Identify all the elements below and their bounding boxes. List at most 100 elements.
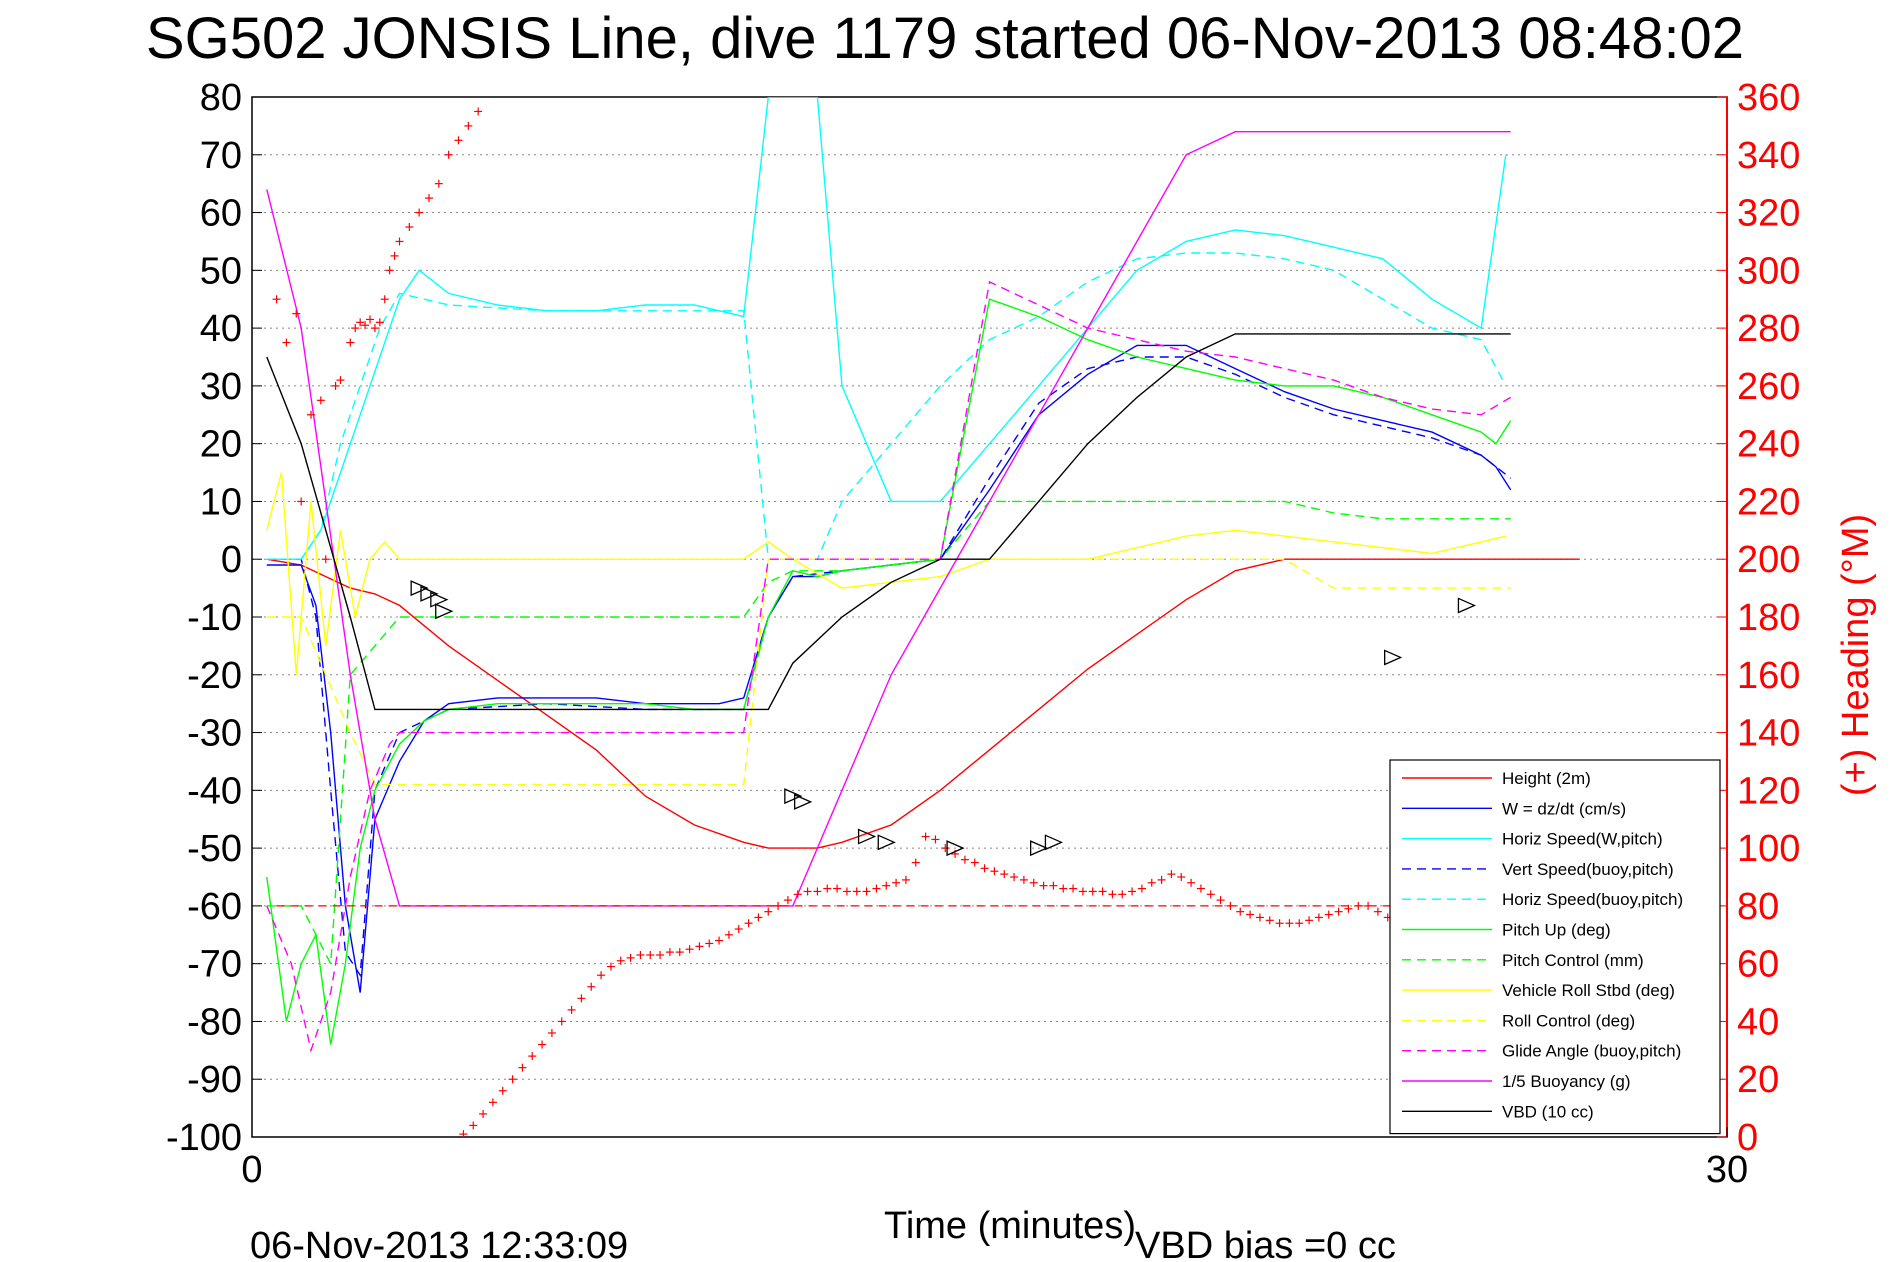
left-tick-label: 50 xyxy=(200,250,242,292)
heading-point xyxy=(646,951,655,959)
heading-point xyxy=(783,896,792,905)
heading-point xyxy=(474,107,483,116)
heading-point xyxy=(1098,887,1107,896)
heading-point xyxy=(1010,873,1019,881)
x-axis-label: Time (minutes) xyxy=(884,1205,1136,1247)
series-line-6 xyxy=(266,500,1511,967)
right-tick-label: 40 xyxy=(1737,1001,1779,1043)
left-tick-label: 60 xyxy=(200,193,242,235)
heading-point xyxy=(1187,878,1196,887)
heading-point xyxy=(395,237,404,246)
series-line-11 xyxy=(266,333,1511,711)
heading-point xyxy=(508,1075,517,1084)
left-tick-label: 40 xyxy=(200,308,242,350)
turn-marker xyxy=(1384,649,1403,666)
x-tick-label: 30 xyxy=(1706,1149,1748,1191)
heading-point xyxy=(297,497,306,506)
turn-marker xyxy=(1044,834,1064,851)
right-tick-label: 220 xyxy=(1737,481,1800,523)
heading-point xyxy=(425,194,433,203)
left-tick-label: -50 xyxy=(187,828,242,870)
left-tick-label: 20 xyxy=(200,424,242,466)
heading-point xyxy=(1137,884,1146,893)
legend-entry: 1/5 Buoyancy (g) xyxy=(1502,1072,1631,1091)
left-tick-label: 30 xyxy=(200,366,242,408)
heading-point xyxy=(479,1109,488,1118)
left-tick-label: -20 xyxy=(187,655,242,697)
heading-point xyxy=(901,875,910,884)
series-layer xyxy=(266,97,1580,1053)
heading-point xyxy=(941,844,950,853)
series-line-4 xyxy=(266,252,1507,560)
left-tick-label: -90 xyxy=(187,1059,242,1101)
heading-point xyxy=(351,324,360,333)
right-tick-label: 360 xyxy=(1737,77,1800,119)
right-tick-label: 300 xyxy=(1737,250,1800,292)
left-tick-label: 0 xyxy=(221,539,242,581)
heading-point xyxy=(823,884,832,893)
heading-point xyxy=(346,338,355,347)
heading-point xyxy=(380,295,389,304)
heading-point xyxy=(1373,907,1382,916)
heading-point xyxy=(557,1017,566,1026)
heading-point xyxy=(547,1029,556,1037)
heading-point xyxy=(587,982,596,991)
legend-entry: Vehicle Roll Stbd (deg) xyxy=(1502,981,1675,1000)
right-tick-label: 340 xyxy=(1737,135,1800,177)
series-line-2 xyxy=(266,97,1507,560)
heading-point xyxy=(724,930,733,939)
heading-point xyxy=(695,942,704,951)
right-tick-label: 80 xyxy=(1737,886,1779,928)
heading-point xyxy=(1295,919,1304,928)
right-tick-label: 280 xyxy=(1737,308,1800,350)
heading-point xyxy=(990,867,999,876)
heading-point xyxy=(1118,890,1127,899)
heading-point xyxy=(685,945,694,954)
heading-point xyxy=(872,884,881,893)
left-tick-label: -60 xyxy=(187,886,242,928)
heading-point xyxy=(675,948,684,957)
heading-point xyxy=(336,376,345,385)
legend-box xyxy=(1389,759,1721,1135)
right-axis-label: (+) Heading (°M) xyxy=(1835,514,1877,796)
heading-point xyxy=(842,887,851,896)
heading-point xyxy=(375,318,384,327)
heading-point xyxy=(744,919,753,928)
heading-point xyxy=(1246,910,1255,919)
heading-point xyxy=(415,208,424,217)
heading-point xyxy=(803,887,812,896)
heading-point xyxy=(754,913,763,922)
right-tick-label: 320 xyxy=(1737,193,1800,235)
heading-point xyxy=(366,315,374,324)
heading-point xyxy=(1216,896,1225,905)
heading-point xyxy=(1039,881,1048,890)
heading-point xyxy=(656,951,665,959)
heading-point xyxy=(793,890,802,899)
heading-point xyxy=(626,953,635,962)
heading-point xyxy=(1196,884,1205,893)
right-tick-label: 180 xyxy=(1737,597,1800,639)
heading-point xyxy=(272,295,281,304)
heading-point xyxy=(454,136,463,145)
heading-point xyxy=(385,266,394,275)
heading-point xyxy=(459,1130,468,1137)
turn-marker xyxy=(420,585,439,602)
heading-point xyxy=(464,121,473,130)
heading-point xyxy=(370,324,379,333)
x-axis: 0 30 xyxy=(241,1127,1748,1191)
left-tick-label: -40 xyxy=(187,770,242,812)
heading-point xyxy=(665,948,674,957)
heading-point xyxy=(1000,870,1009,879)
right-tick-label: 20 xyxy=(1737,1059,1779,1101)
vbd-bias-note: VBD bias =0 cc xyxy=(1135,1225,1396,1262)
heading-point xyxy=(1255,913,1264,922)
heading-point xyxy=(1236,907,1245,916)
heading-point xyxy=(1128,887,1137,896)
heading-point xyxy=(577,994,586,1003)
left-tick-label: -10 xyxy=(187,597,242,639)
left-tick-label: 10 xyxy=(200,481,242,523)
heading-point xyxy=(862,887,871,896)
heading-point xyxy=(316,396,325,405)
heading-point xyxy=(356,318,365,327)
right-tick-label: 0 xyxy=(1737,1117,1758,1159)
